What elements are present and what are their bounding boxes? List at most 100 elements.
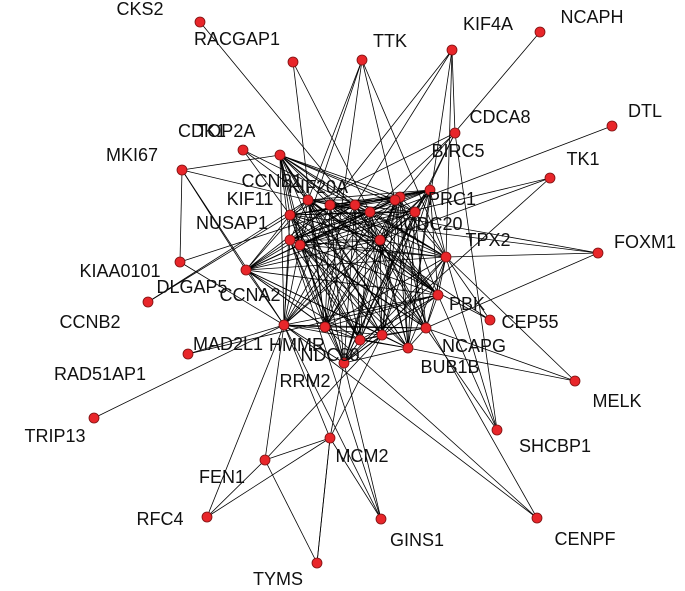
node-dot — [194, 16, 206, 28]
edge — [283, 199, 396, 326]
labels: CKS2 RACGAP1 TTK KIF4A NCAPH CDCA8 DTL TK1 BIRC5… — [24, 0, 676, 589]
edge — [379, 239, 439, 296]
edge — [299, 59, 363, 246]
node-dot — [302, 194, 314, 206]
edge — [289, 239, 345, 364]
edge — [324, 256, 447, 328]
node-dot — [376, 329, 388, 341]
node-label: KIAA0101 — [79, 261, 160, 281]
node-label: KIF11 — [227, 189, 274, 209]
edge — [283, 324, 331, 439]
edge — [369, 211, 599, 254]
edge — [407, 347, 576, 382]
edge — [289, 239, 326, 328]
node-dot — [491, 424, 503, 436]
edge — [324, 59, 363, 328]
edge — [379, 239, 427, 329]
edge — [394, 199, 409, 349]
edge — [343, 362, 382, 520]
node-dot — [374, 234, 386, 246]
node-dot — [259, 454, 271, 466]
node-dot — [287, 56, 299, 68]
node-dot — [389, 194, 401, 206]
edge — [414, 132, 456, 213]
edge — [147, 214, 291, 303]
edge — [245, 269, 326, 328]
node-dot — [349, 199, 361, 211]
edge — [343, 347, 409, 364]
node-dot — [240, 264, 252, 276]
node-label: TPX2 — [465, 230, 510, 250]
edge — [206, 437, 331, 518]
edge — [283, 244, 301, 326]
node-label: MCM2 — [336, 446, 389, 466]
node-label: TOP2A — [197, 121, 256, 141]
edge — [279, 154, 301, 246]
edge — [445, 252, 599, 258]
edge — [289, 239, 361, 341]
node-dot — [440, 251, 452, 263]
node-label: BIRC5 — [431, 141, 484, 161]
edge — [289, 199, 396, 216]
node-dot — [446, 44, 458, 56]
node-dot — [174, 256, 186, 268]
node-dot — [182, 348, 194, 360]
edge — [279, 154, 396, 201]
edge — [445, 256, 491, 321]
edge — [414, 211, 447, 258]
node-label: FEN1 — [199, 467, 245, 487]
node-dot — [176, 164, 188, 176]
edge — [279, 154, 447, 258]
edge — [299, 189, 431, 246]
node-label: CDC20 — [403, 214, 462, 234]
node-label: RAD51AP1 — [54, 364, 146, 384]
edge — [279, 154, 401, 198]
node-dot — [531, 512, 543, 524]
node-dot — [324, 199, 336, 211]
edge — [425, 252, 599, 329]
node-dot — [311, 557, 323, 569]
edge — [329, 204, 345, 364]
edge — [359, 327, 427, 341]
edge — [399, 196, 427, 329]
node-dot — [201, 511, 213, 523]
node-label: MAD2L1 — [193, 334, 263, 354]
edge — [329, 334, 383, 439]
node-dot — [402, 342, 414, 354]
node-dot — [284, 234, 296, 246]
node-dot — [338, 357, 350, 369]
edge — [399, 196, 409, 349]
node-dot — [606, 120, 618, 132]
edge — [292, 61, 326, 328]
edge — [93, 324, 285, 419]
edge — [324, 326, 361, 341]
edge — [343, 132, 456, 364]
edge — [451, 49, 456, 134]
node-label: TK1 — [566, 149, 599, 169]
edge — [245, 239, 291, 271]
edge — [399, 31, 541, 198]
node-dot — [592, 247, 604, 259]
edge — [289, 204, 356, 241]
node-label: PBK — [449, 294, 485, 314]
node-label: DLGAP5 — [156, 277, 227, 297]
node-label: CDK1 — [178, 121, 226, 141]
edge — [187, 294, 439, 355]
edge — [187, 324, 285, 355]
edge — [179, 169, 183, 263]
edge — [181, 169, 309, 201]
node-label: BUB1B — [420, 357, 479, 377]
node-label: GINS1 — [390, 530, 444, 550]
edge — [354, 204, 439, 296]
edge — [299, 244, 383, 336]
edge — [264, 334, 383, 461]
node-dot — [424, 184, 436, 196]
edge — [369, 211, 447, 258]
edge — [359, 294, 439, 341]
edge — [324, 326, 427, 329]
node-label: CENPF — [554, 529, 615, 549]
edge — [394, 199, 427, 329]
edge — [343, 334, 383, 364]
edges — [93, 21, 613, 564]
edge — [245, 199, 309, 271]
